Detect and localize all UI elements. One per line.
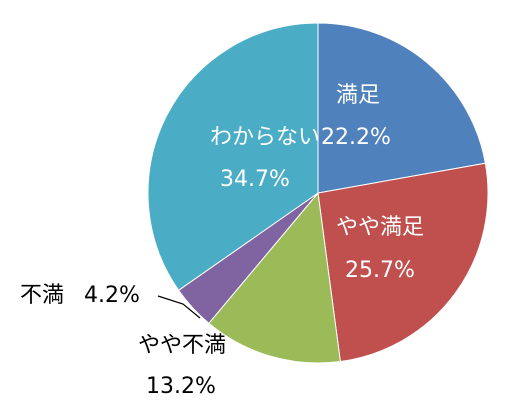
pie-slice-yayamanzoku [317,162,489,363]
pie-slice-manzoku [317,22,486,194]
slice-label-yayafuman-value: 13.2% [146,374,216,399]
slice-label-yayamanzoku-category: やや満足 [336,215,424,240]
slice-label-manzoku-value: 22.2% [321,125,391,150]
slice-label-manzoku-category: 満足 [336,83,380,108]
slice-label-wakaranai-value: 34.7% [220,167,290,192]
pie-slice-yayafuman [208,191,341,364]
leader-line-fuman [157,295,201,319]
pie-slice-wakaranai [147,22,319,292]
slice-label-wakaranai-category: わからない [210,125,320,150]
slice-label-yayamanzoku-value: 25.7% [345,258,415,283]
slice-label-yayafuman-category: やや不満 [138,333,226,358]
pie-slices [147,22,489,364]
slice-label-fuman-category: 不満 [20,283,64,308]
slice-label-fuman-value: 4.2% [84,283,140,308]
